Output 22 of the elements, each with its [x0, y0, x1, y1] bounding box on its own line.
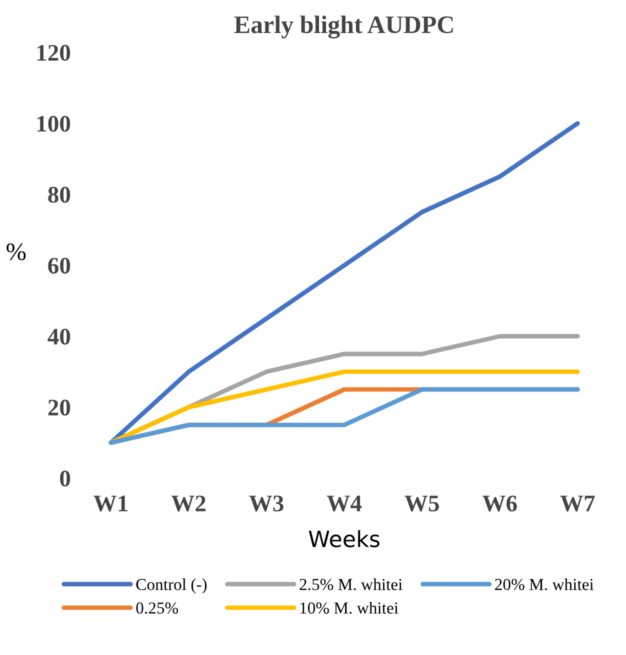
- y-tick-label: 80: [48, 186, 70, 203]
- x-tick-label: W2: [171, 496, 206, 512]
- x-tick-label: W1: [94, 496, 128, 512]
- y-tick-label: 0: [60, 470, 70, 487]
- y-tick-label: 100: [37, 116, 70, 132]
- x-tick-label: W5: [404, 496, 439, 512]
- legend-label: 20% M. whitei: [495, 578, 594, 590]
- x-tick-label: W6: [482, 496, 517, 512]
- y-tick-label: 120: [37, 44, 70, 61]
- legend-label: Control (-): [136, 578, 207, 594]
- x-tick-label: W7: [560, 496, 595, 512]
- y-tick-label: 40: [48, 328, 70, 345]
- legend-label: 10% M. whitei: [300, 602, 398, 614]
- x-tick-label: W4: [326, 496, 362, 512]
- legend-label: 0.25%: [136, 602, 178, 614]
- legend-label: 2.5% M. whitei: [300, 578, 402, 590]
- chart-title: Early blight AUDPC: [234, 16, 453, 38]
- y-tick-label: 60: [48, 258, 70, 274]
- y-axis-title: %: [6, 243, 26, 260]
- x-tick-label: W3: [249, 496, 284, 512]
- y-tick-label: 20: [48, 400, 70, 416]
- x-axis-title: Weeks: [308, 530, 380, 548]
